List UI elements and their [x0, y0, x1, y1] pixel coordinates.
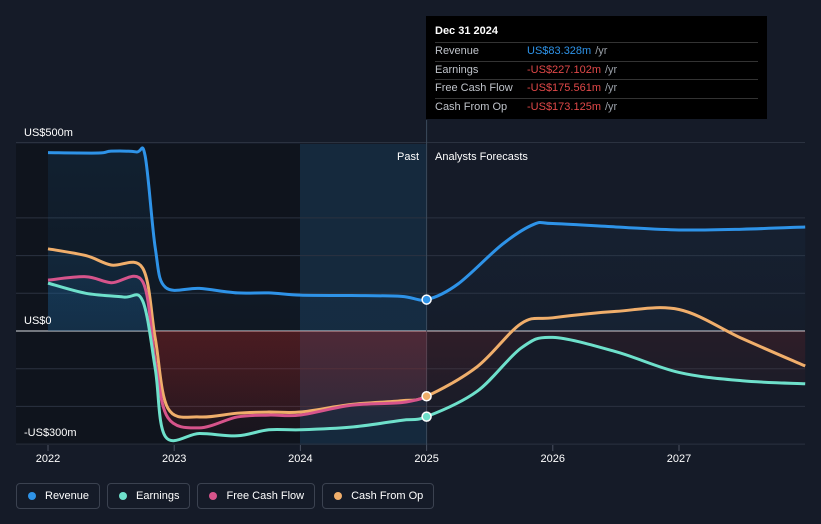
- tooltip-row-unit: /yr: [605, 100, 618, 113]
- legend-dot-icon: [28, 492, 36, 500]
- legend-label: Cash From Op: [351, 490, 424, 502]
- x-tick-label: 2024: [288, 453, 312, 465]
- x-tick-label: 2023: [162, 453, 186, 465]
- legend: Revenue Earnings Free Cash Flow Cash From O…: [16, 483, 435, 509]
- tooltip-row-unit: /yr: [595, 45, 608, 57]
- y-tick-label: US$0: [24, 315, 52, 327]
- series-lines: [47, 146, 806, 443]
- tooltip-row-unit: /yr: [605, 63, 618, 76]
- legend-dot-icon: [119, 492, 128, 500]
- area-cash-from-op: [426, 331, 806, 397]
- area-earnings: [426, 331, 806, 417]
- legend-dot-icon: [334, 492, 343, 500]
- tooltip-row-unit: /yr: [605, 82, 618, 94]
- axis-labels: US$500m US$0 -US$300m 2022 2023 2024 2025 2026 2…: [24, 127, 691, 465]
- line-cash-from-op: [47, 247, 806, 419]
- past-label: Past: [397, 151, 419, 163]
- forecast-label: Analysts Forecasts: [435, 151, 528, 163]
- legend-label: Free Cash Flow: [226, 490, 305, 502]
- tooltip-row: Cash From Op -US$173.125m/yr: [435, 97, 758, 117]
- legend-dot-icon: [209, 492, 218, 500]
- tooltip-row-name: Cash From Op: [435, 100, 508, 113]
- tooltip-row-value: -US$227.102m: [527, 63, 601, 76]
- hover-markers: [421, 294, 432, 422]
- marker-revenue: [421, 294, 432, 305]
- legend-label: Revenue: [45, 490, 90, 502]
- legend-item-earnings[interactable]: Earnings: [107, 483, 191, 509]
- x-tick-label: 2027: [667, 453, 691, 465]
- tooltip-row-name: Free Cash Flow: [435, 82, 513, 94]
- marker-earnings: [421, 411, 432, 422]
- tooltip-row-value: -US$175.561m: [527, 82, 601, 94]
- tooltip-row-name: Revenue: [435, 45, 480, 57]
- tooltip: Dec 31 2024 Revenue US$83.328m/yr Earnings…: [426, 16, 767, 119]
- area-cash-from-op: [48, 331, 427, 418]
- tooltip-row: Revenue US$83.328m/yr: [435, 42, 758, 61]
- legend-item-revenue[interactable]: Revenue: [16, 483, 101, 509]
- x-tick-label: 2026: [541, 453, 565, 465]
- area-revenue: [426, 222, 806, 331]
- x-tick-label: 2025: [414, 453, 438, 465]
- line-earnings: [47, 281, 806, 443]
- x-tick-label: 2022: [36, 453, 60, 465]
- tooltip-rows: Revenue US$83.328m/yr Earnings -US$227.102m…: [435, 42, 758, 116]
- legend-item-cash-from-op[interactable]: Cash From Op: [322, 483, 435, 509]
- tooltip-row: Free Cash Flow -US$175.561m/yr: [435, 79, 758, 98]
- line-free-cash-flow: [47, 274, 427, 430]
- tooltip-row-value: US$83.328m: [527, 45, 592, 57]
- legend-label: Earnings: [136, 490, 180, 502]
- tooltip-date: Dec 31 2024: [435, 25, 498, 37]
- tooltip-row: Earnings -US$227.102m/yr: [435, 60, 758, 80]
- marker-cash-from-op: [421, 391, 432, 402]
- line-revenue: [47, 146, 806, 302]
- y-tick-label: US$500m: [24, 127, 73, 139]
- y-tick-label: -US$300m: [24, 427, 77, 439]
- legend-item-free-cash-flow[interactable]: Free Cash Flow: [197, 483, 316, 509]
- tooltip-row-name: Earnings: [435, 63, 479, 76]
- tooltip-row-value: -US$173.125m: [527, 100, 601, 113]
